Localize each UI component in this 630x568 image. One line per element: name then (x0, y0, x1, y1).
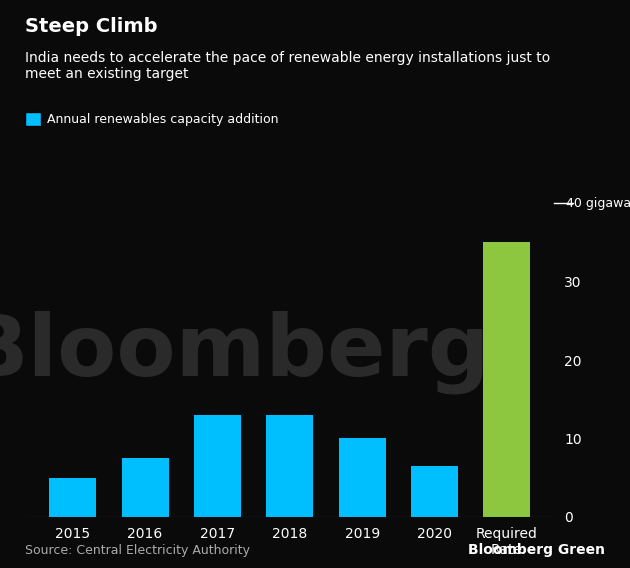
Bar (266, 415, 313, 517)
Bar (49, 478, 96, 517)
Bar (122, 458, 169, 517)
Text: India needs to accelerate the pace of renewable energy installations just to
mee: India needs to accelerate the pace of re… (25, 51, 551, 81)
Text: Bloomberg Green: Bloomberg Green (468, 542, 605, 557)
Text: Source: Central Electricity Authority: Source: Central Electricity Authority (25, 544, 250, 557)
Bar (194, 415, 241, 517)
Text: 40 gigawatts: 40 gigawatts (566, 197, 630, 210)
Text: Annual renewables capacity addition: Annual renewables capacity addition (47, 113, 278, 126)
Text: Steep Climb: Steep Climb (25, 17, 157, 36)
Bar (411, 466, 458, 517)
Bar (339, 438, 386, 517)
Text: Bloomberg: Bloomberg (0, 310, 490, 394)
Bar (483, 243, 530, 517)
